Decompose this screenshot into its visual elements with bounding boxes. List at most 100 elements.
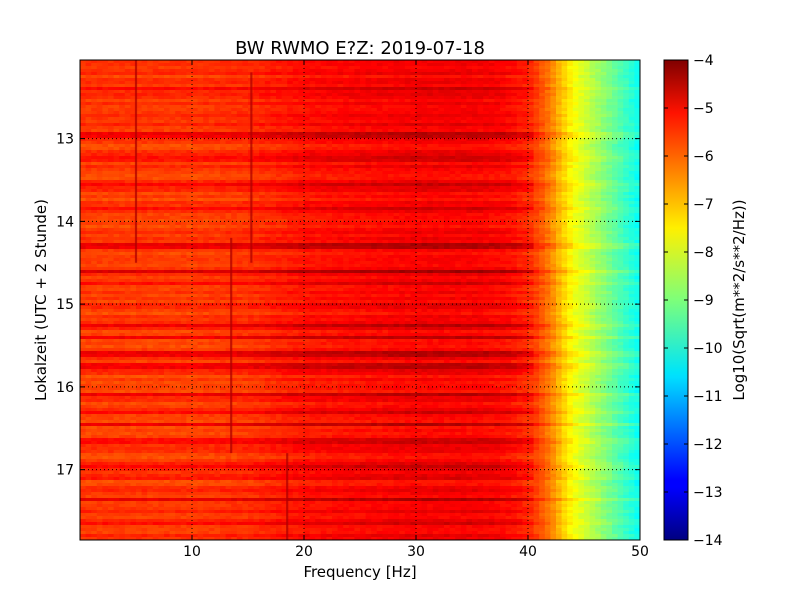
spectrogram-cell	[589, 168, 596, 172]
spectrogram-cell	[203, 156, 210, 160]
spectrogram-cell	[231, 90, 238, 94]
spectrogram-cell	[220, 144, 226, 148]
spectrogram-cell	[544, 96, 551, 100]
spectrogram-cell	[80, 72, 86, 76]
spectrogram-cell	[516, 114, 523, 118]
spectrogram-cell	[628, 153, 635, 157]
spectrogram-cell	[455, 96, 462, 100]
spectrogram-cell	[287, 111, 294, 115]
spectrogram-cell	[130, 198, 137, 202]
spectrogram-cell	[572, 201, 579, 205]
spectrogram-cell	[320, 144, 327, 148]
spectrogram-cell	[623, 204, 630, 208]
spectrogram-cell	[544, 114, 551, 118]
spectrogram-cell	[259, 150, 266, 154]
spectrogram-cell	[141, 96, 148, 100]
spectrogram-cell	[522, 186, 529, 190]
spectrogram-cell	[96, 129, 103, 133]
spectrogram-cell	[242, 183, 249, 187]
spectrogram-cell	[124, 183, 131, 187]
spectrogram-cell	[550, 117, 557, 121]
spectrogram-cell	[410, 75, 417, 79]
spectrogram-cell	[225, 204, 232, 208]
spectrogram-cell	[96, 102, 103, 106]
spectrogram-cell	[449, 144, 456, 148]
spectrogram-cell	[595, 186, 602, 190]
spectrogram-cell	[264, 198, 271, 202]
spectrogram-cell	[113, 90, 120, 94]
spectrogram-cell	[214, 201, 221, 205]
spectrogram-cell	[522, 171, 529, 175]
spectrogram-cell	[382, 186, 389, 190]
spectrogram-cell	[242, 108, 249, 112]
spectrogram-cell	[141, 81, 148, 85]
spectrogram-cell	[628, 120, 635, 124]
spectrogram-cell	[96, 66, 103, 70]
spectrogram-cell	[533, 141, 540, 145]
spectrogram-cell	[466, 207, 473, 211]
spectrogram-cell	[567, 102, 574, 106]
spectrogram-cell	[253, 96, 260, 100]
spectrogram-cell	[477, 183, 484, 187]
spectrogram-cell	[371, 156, 378, 160]
spectrogram-cell	[421, 150, 428, 154]
spectrogram-cell	[511, 153, 518, 157]
spectrogram-cell	[214, 168, 221, 172]
spectrogram-cell	[80, 150, 86, 154]
spectrogram-cell	[130, 66, 137, 70]
spectrogram-cell	[360, 171, 366, 175]
spectrogram-cell	[203, 81, 210, 85]
spectrogram-cell	[544, 180, 551, 184]
spectrogram-cell	[466, 162, 473, 166]
spectrogram-cell	[343, 81, 350, 85]
spectrogram-cell	[533, 126, 540, 130]
spectrogram-cell	[298, 81, 305, 85]
spectrogram-cell	[180, 183, 187, 187]
spectrogram-cell	[309, 159, 316, 163]
spectrogram-cell	[264, 69, 271, 73]
spectrogram-cell	[119, 90, 126, 94]
spectrogram-cell	[147, 108, 154, 112]
spectrogram-cell	[343, 180, 350, 184]
spectrogram-cell	[623, 144, 630, 148]
spectrogram-cell	[376, 87, 383, 91]
spectrogram-cell	[388, 141, 394, 145]
spectrogram-cell	[91, 150, 98, 154]
spectrogram-cell	[500, 144, 506, 148]
spectrogram-cell	[360, 132, 366, 136]
spectrogram-cell	[231, 66, 238, 70]
spectrogram-cell	[180, 165, 187, 169]
spectrogram-cell	[466, 84, 473, 88]
spectrogram-cell	[483, 141, 490, 145]
spectrogram-cell	[360, 153, 366, 157]
spectrogram-cell	[197, 201, 204, 205]
spectrogram-cell	[354, 123, 361, 127]
spectrogram-cell	[455, 78, 462, 82]
spectrogram-cell	[578, 156, 585, 160]
spectrogram-cell	[169, 162, 176, 166]
spectrogram-cell	[595, 126, 602, 130]
spectrogram-cell	[595, 114, 602, 118]
spectrogram-cell	[634, 120, 640, 124]
spectrogram-cell	[544, 147, 551, 151]
spectrogram-cell	[427, 150, 434, 154]
spectrogram-cell	[136, 183, 142, 187]
spectrogram-cell	[634, 156, 640, 160]
spectrogram-cell	[141, 174, 148, 178]
spectrogram-cell	[320, 135, 327, 139]
spectrogram-cell	[220, 99, 226, 103]
spectrogram-cell	[225, 195, 232, 199]
spectrogram-cell	[460, 204, 467, 208]
spectrogram-cell	[578, 78, 585, 82]
spectrogram-cell	[169, 114, 176, 118]
spectrogram-cell	[343, 174, 350, 178]
spectrogram-cell	[208, 123, 215, 127]
spectrogram-cell	[287, 108, 294, 112]
spectrogram-cell	[158, 111, 165, 115]
spectrogram-cell	[539, 69, 546, 73]
spectrogram-cell	[270, 153, 277, 157]
spectrogram-cell	[399, 195, 406, 199]
spectrogram-cell	[320, 117, 327, 121]
spectrogram-cell	[416, 132, 422, 136]
spectrogram-cell	[348, 168, 355, 172]
